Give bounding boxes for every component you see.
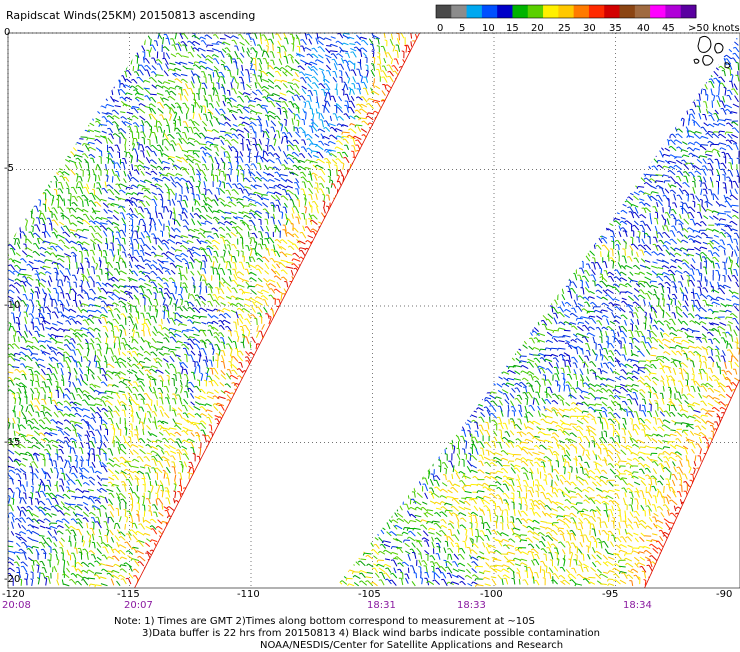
- lon-label-minus120: -120: [2, 589, 25, 600]
- time-label-5: 18:34: [623, 600, 652, 611]
- lon-label-minus115: -115: [117, 589, 140, 600]
- swath-edge-2: [645, 380, 740, 588]
- lon-label-minus90: -90: [716, 589, 732, 600]
- lat-label-minus20: -20: [4, 574, 20, 585]
- lat-label-minus10: -10: [4, 300, 20, 311]
- lon-label-minus105: -105: [358, 589, 381, 600]
- note-line-2: 3)Data buffer is 22 hrs from 20150813 4)…: [142, 628, 600, 640]
- lat-label-minus15: -15: [4, 437, 20, 448]
- lon-label-minus100: -100: [480, 589, 503, 600]
- note-line-1: Note: 1) Times are GMT 2)Times along bot…: [114, 616, 535, 628]
- lat-label-minus5: -5: [4, 163, 14, 174]
- time-label-3: 18:31: [367, 600, 396, 611]
- wind-swath-1: [0, 25, 420, 588]
- time-label-1: 20:08: [2, 600, 31, 611]
- lon-label-minus110: -110: [237, 589, 260, 600]
- note-line-3: NOAA/NESDIS/Center for Satellite Applica…: [260, 640, 563, 652]
- time-label-2: 20:07: [124, 600, 153, 611]
- galapagos-islands: [694, 36, 730, 67]
- lat-label-0: 0: [4, 27, 10, 38]
- time-label-4: 18:33: [457, 600, 486, 611]
- lon-label-minus95: -95: [602, 589, 618, 600]
